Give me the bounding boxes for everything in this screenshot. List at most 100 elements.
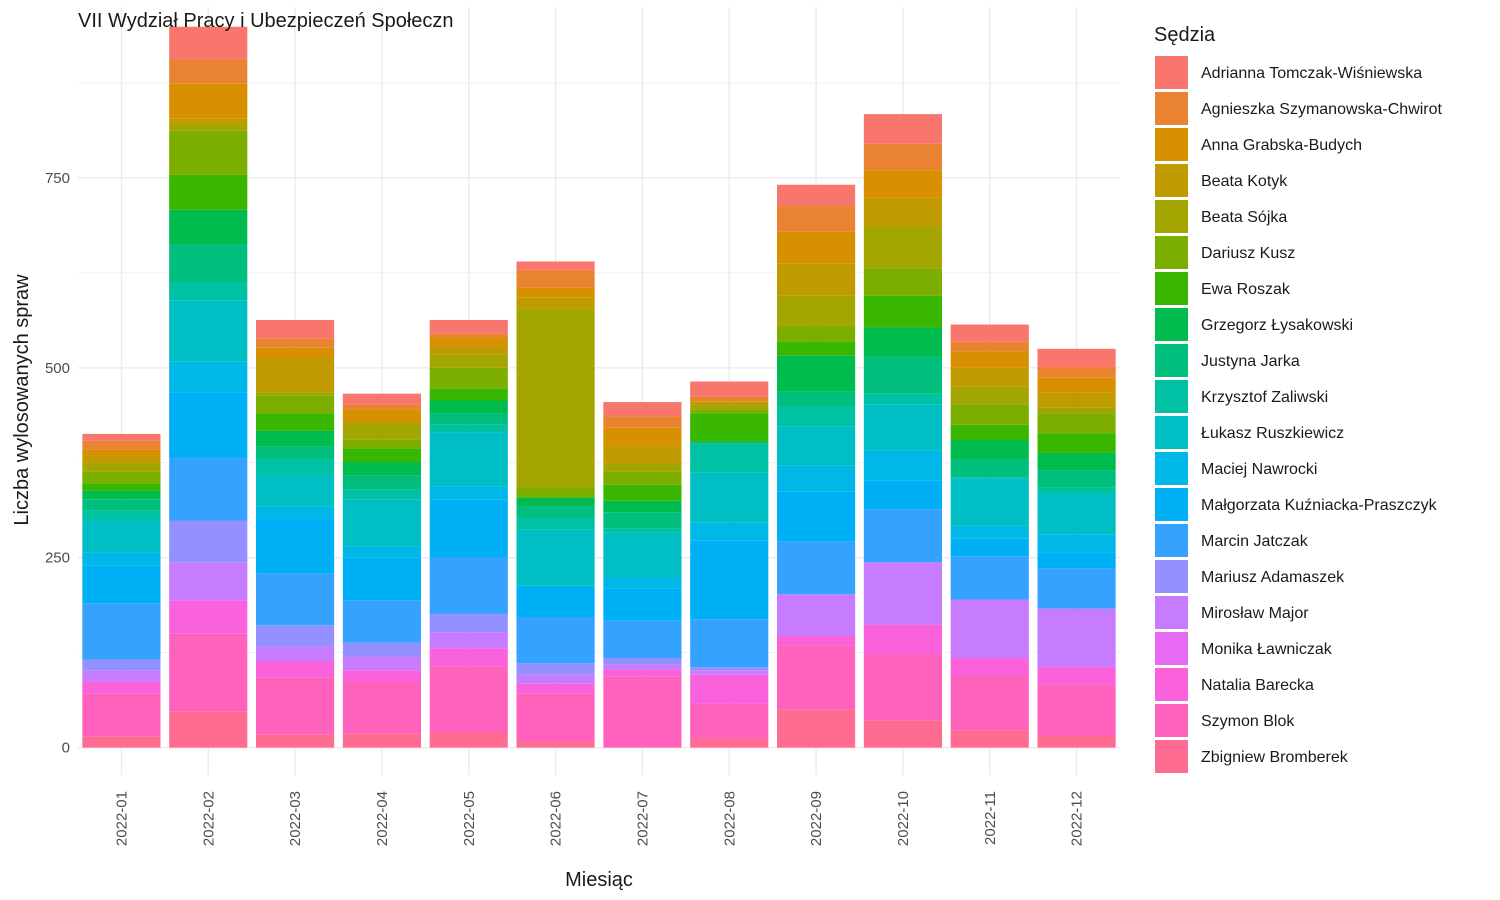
bar-segment xyxy=(516,308,595,488)
bar-segment xyxy=(169,361,248,393)
bar-segment xyxy=(777,341,856,356)
bar-segment xyxy=(863,197,942,227)
bar-segment xyxy=(603,676,682,748)
bar-segment xyxy=(690,619,769,668)
bar-segment xyxy=(690,396,769,402)
y-tick-label: 250 xyxy=(45,550,70,567)
x-tick-label: 2022-07 xyxy=(634,791,651,846)
bar-segment xyxy=(690,472,769,523)
bar-segment xyxy=(429,648,508,667)
bar-segment xyxy=(603,416,682,428)
bar-segment xyxy=(863,562,942,625)
y-axis-title: Liczba wylosowanych spraw xyxy=(11,274,33,526)
bar-segment xyxy=(777,231,856,264)
bar-segment xyxy=(169,562,248,601)
bar-segment xyxy=(777,295,856,327)
legend-label: Beata Kotyk xyxy=(1201,173,1288,190)
bar-segment xyxy=(950,675,1029,731)
bar-segment xyxy=(1037,452,1116,471)
bar-segment xyxy=(690,413,769,442)
bar-segment xyxy=(256,458,335,475)
bar-segment xyxy=(950,525,1029,539)
legend-label: Marcin Jatczak xyxy=(1201,533,1309,550)
bar-segment xyxy=(342,475,421,490)
bar-segment xyxy=(429,486,508,500)
bar-segment xyxy=(429,666,508,733)
bar-segment xyxy=(863,226,942,269)
bar-segment xyxy=(603,528,682,533)
bar-segment xyxy=(429,413,508,425)
bar-segment xyxy=(950,404,1029,425)
legend-label: Maciej Nawrocki xyxy=(1201,461,1317,478)
bar-segment xyxy=(169,209,248,245)
legend-title: Sędzia xyxy=(1154,24,1216,46)
bar-segment xyxy=(950,730,1029,748)
chart-title: VII Wydział Pracy i Ubezpieczeń Społeczn xyxy=(78,10,454,32)
bar-segment xyxy=(950,476,1029,479)
bar-segment xyxy=(516,487,595,497)
bar-segment xyxy=(1037,377,1116,393)
bar-segment xyxy=(863,393,942,405)
x-tick-label: 2022-03 xyxy=(287,791,304,846)
bar-segment xyxy=(777,206,856,232)
bar-segment xyxy=(690,381,769,397)
bar-segment xyxy=(863,720,942,748)
bar-segment xyxy=(82,603,161,660)
bar-segment xyxy=(516,741,595,748)
legend-swatch xyxy=(1155,344,1188,377)
bar-segment xyxy=(169,600,248,634)
bar-segment xyxy=(863,268,942,296)
x-tick-label: 2022-02 xyxy=(200,791,217,846)
bar-segment xyxy=(777,635,856,646)
bar-segment xyxy=(690,738,769,748)
bar-segment xyxy=(256,677,335,735)
bar-segment xyxy=(690,667,769,671)
bar-segment xyxy=(516,287,595,298)
bar-segment xyxy=(82,681,161,694)
bar-segment xyxy=(863,404,942,451)
bar-segment xyxy=(1037,470,1116,488)
bar-segment xyxy=(777,709,856,748)
bar-segment xyxy=(603,427,682,447)
bar-segment xyxy=(690,540,769,620)
bar-segment xyxy=(82,463,161,472)
x-tick-label: 2022-12 xyxy=(1069,791,1086,846)
bar-segment xyxy=(603,577,682,589)
bar-segment xyxy=(950,556,1029,600)
bar-segment xyxy=(690,409,769,414)
bar-segment xyxy=(256,446,335,459)
bar-segment xyxy=(516,297,595,309)
bar-segment xyxy=(950,478,1029,526)
bar-segment xyxy=(777,355,856,392)
legend-swatch xyxy=(1155,380,1188,413)
bar-segment xyxy=(342,557,421,601)
bar-segment xyxy=(516,517,595,530)
bar-segment xyxy=(169,300,248,362)
bar-segment xyxy=(256,395,335,414)
bar-segment xyxy=(690,401,769,403)
bar-segment xyxy=(256,573,335,626)
bar-segment xyxy=(603,588,682,621)
bar-segment xyxy=(516,585,595,617)
bar-segment xyxy=(342,439,421,449)
legend-label: Anna Grabska-Budych xyxy=(1201,137,1362,154)
bar-segment xyxy=(863,143,942,171)
bar-segment xyxy=(342,462,421,476)
bar-segment xyxy=(950,599,1029,659)
x-tick-label: 2022-11 xyxy=(982,791,999,845)
bar-segment xyxy=(777,263,856,296)
bar-segment xyxy=(690,405,769,410)
legend-swatch xyxy=(1155,524,1188,557)
y-tick-labels: 0 250 500 750 xyxy=(45,170,70,757)
x-axis-title: Miesiąc xyxy=(565,869,633,891)
bar-segment xyxy=(256,357,335,393)
legend-label: Krzysztof Zaliwski xyxy=(1201,389,1328,406)
bar-segment xyxy=(950,538,1029,557)
bar-segment xyxy=(863,624,942,654)
bar-segment xyxy=(256,625,335,647)
bar-segment xyxy=(256,734,335,748)
legend-label: Mirosław Major xyxy=(1201,605,1309,622)
bar-segment xyxy=(863,509,942,563)
bar-segment xyxy=(516,506,595,518)
x-tick-label: 2022-08 xyxy=(721,791,738,846)
